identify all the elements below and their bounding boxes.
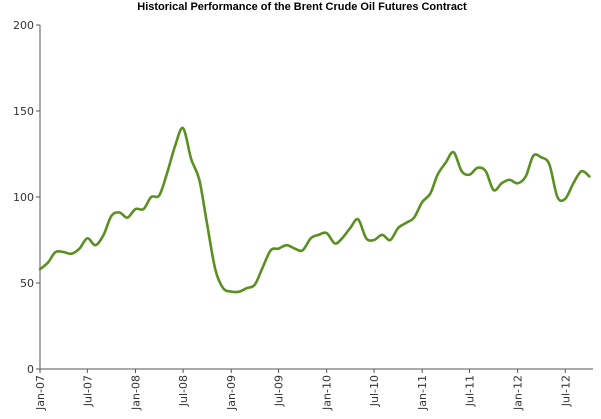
y-tick-label: 50 <box>20 277 34 290</box>
x-axis-ticks: Jan-07 Jul-07 Jan-08 Jul-08 Jan-09 Jul-09 Jan-… <box>34 369 572 411</box>
x-tick-label: Jul-08 <box>177 375 190 407</box>
y-tick-label: 100 <box>13 191 34 204</box>
y-tick-label: 150 <box>13 105 34 118</box>
x-tick-label: Jul-11 <box>464 375 477 407</box>
series-group <box>38 126 591 294</box>
y-axis-ticks: 0 50 100 150 200 <box>13 19 40 376</box>
x-tick-label: Jul-09 <box>273 375 286 407</box>
x-tick-label: Jul-07 <box>81 375 94 407</box>
y-tick-label: 0 <box>27 363 34 376</box>
axes <box>39 25 593 370</box>
x-tick-label: Jan-12 <box>512 375 525 411</box>
x-tick-label: Jan-07 <box>34 375 47 411</box>
x-tick-label: Jan-09 <box>225 375 238 411</box>
chart-title: Historical Performance of the Brent Crud… <box>137 1 467 13</box>
x-tick-label: Jan-11 <box>416 375 429 411</box>
x-tick-label: Jul-10 <box>368 375 381 407</box>
x-tick-label: Jan-10 <box>321 375 334 411</box>
y-tick-label: 200 <box>13 19 34 32</box>
x-tick-label: Jul-12 <box>559 375 572 407</box>
series-line <box>38 126 591 294</box>
x-tick-label: Jan-08 <box>129 375 142 411</box>
